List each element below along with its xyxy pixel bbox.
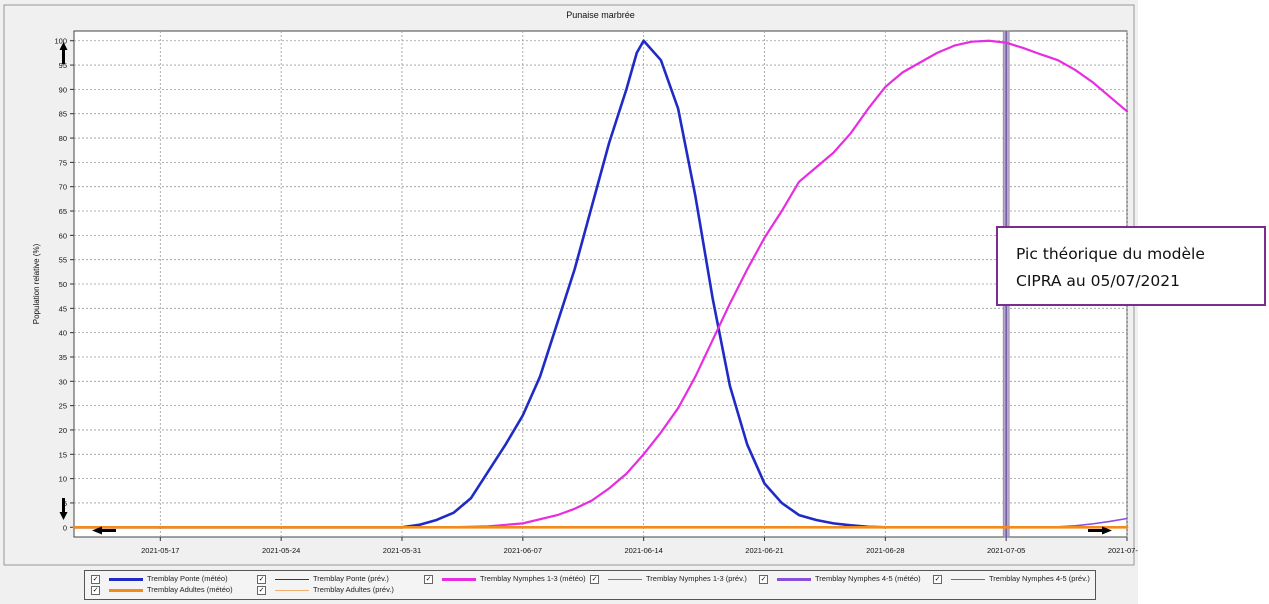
legend-swatch: [608, 579, 642, 580]
x-tick-label: 2021-05-17: [141, 546, 179, 555]
y-tick-label: 35: [59, 353, 67, 362]
y-top-arrow-shaft: [62, 48, 65, 64]
legend-checkbox[interactable]: ✓: [933, 575, 942, 584]
legend-checkbox[interactable]: ✓: [759, 575, 768, 584]
y-tick-label: 80: [59, 134, 67, 143]
legend-checkbox[interactable]: ✓: [91, 575, 100, 584]
x-right-arrow-shaft: [1088, 529, 1104, 532]
y-tick-label: 30: [59, 377, 67, 386]
y-bottom-arrow-shaft: [62, 498, 65, 514]
legend-checkbox[interactable]: ✓: [257, 575, 266, 584]
y-tick-label: 25: [59, 402, 67, 411]
legend-label: Tremblay Ponte (météo): [147, 574, 228, 584]
legend-label: Tremblay Adultes (prév.): [313, 585, 394, 595]
y-tick-label: 75: [59, 158, 67, 167]
y-tick-label: 85: [59, 110, 67, 119]
chart-window: Punaise marbrée Population relative (%) 0 5…: [0, 0, 1138, 604]
legend-label: Tremblay Nymphes 4-5 (météo): [815, 574, 921, 584]
legend-swatch: [109, 589, 143, 592]
legend-checkbox[interactable]: ✓: [91, 586, 100, 595]
legend-swatch: [777, 578, 811, 581]
legend-label: Tremblay Nymphes 4-5 (prév.): [989, 574, 1090, 584]
y-tick-label: 0: [63, 523, 67, 532]
chart-legend: ✓ Tremblay Ponte (météo) ✓ Tremblay Ponte (…: [84, 570, 1096, 600]
chart-title: Punaise marbrée: [566, 10, 635, 20]
legend-label: Tremblay Ponte (prév.): [313, 574, 389, 584]
legend-swatch: [951, 579, 985, 580]
legend-label: Tremblay Nymphes 1-3 (météo): [480, 574, 586, 584]
y-tick-label: 100: [54, 37, 67, 46]
y-tick-label: 55: [59, 256, 67, 265]
y-tick-label: 65: [59, 207, 67, 216]
x-tick-label: 2021-05-31: [383, 546, 421, 555]
legend-swatch: [442, 578, 476, 581]
chart-canvas: Punaise marbrée Population relative (%) 0 5…: [0, 0, 1138, 604]
y-axis-label: Population relative (%): [32, 243, 41, 324]
x-tick-label: 2021-05-24: [262, 546, 300, 555]
x-tick-label: 2021-07-12: [1108, 546, 1138, 555]
y-tick-label: 60: [59, 231, 67, 240]
y-tick-label: 10: [59, 475, 67, 484]
peak-annotation-box: Pic théorique du modèle CIPRA au 05/07/2…: [996, 226, 1266, 306]
y-tick-label: 15: [59, 450, 67, 459]
x-tick-label: 2021-06-28: [866, 546, 904, 555]
y-tick-label: 90: [59, 85, 67, 94]
y-tick-label: 50: [59, 280, 67, 289]
y-tick-label: 20: [59, 426, 67, 435]
x-tick-label: 2021-07-05: [987, 546, 1025, 555]
x-left-arrow-shaft: [100, 529, 116, 532]
legend-label: Tremblay Adultes (météo): [147, 585, 233, 595]
legend-checkbox[interactable]: ✓: [590, 575, 599, 584]
annotation-line-1: Pic théorique du modèle: [1016, 241, 1254, 268]
y-tick-label: 40: [59, 329, 67, 338]
legend-swatch: [275, 579, 309, 580]
legend-checkbox[interactable]: ✓: [257, 586, 266, 595]
y-tick-label: 45: [59, 304, 67, 313]
annotation-line-2: CIPRA au 05/07/2021: [1016, 268, 1254, 295]
x-tick-label: 2021-06-21: [745, 546, 783, 555]
x-tick-label: 2021-06-07: [504, 546, 542, 555]
legend-swatch: [275, 590, 309, 591]
legend-swatch: [109, 578, 143, 581]
legend-checkbox[interactable]: ✓: [424, 575, 433, 584]
x-tick-label: 2021-06-14: [624, 546, 662, 555]
y-tick-label: 70: [59, 183, 67, 192]
legend-label: Tremblay Nymphes 1-3 (prév.): [646, 574, 747, 584]
